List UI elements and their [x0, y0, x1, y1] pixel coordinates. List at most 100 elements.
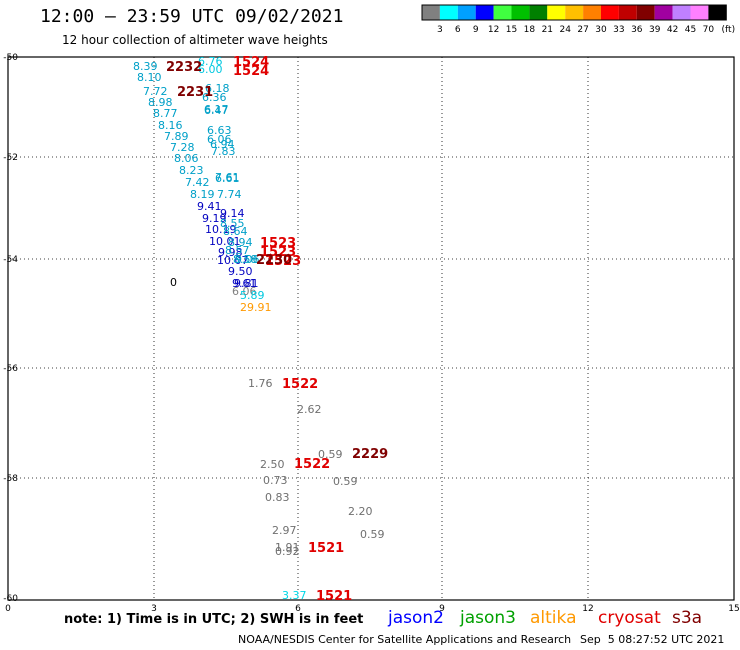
pass-time-label: 1523: [260, 236, 296, 251]
wave-height-value: 0.73: [263, 474, 288, 487]
x-tick-label: 9: [439, 604, 445, 614]
footer-timestamp: Sep 5 08:27:52 UTC 2021: [580, 633, 725, 646]
x-tick-label: 12: [582, 604, 593, 614]
x-tick-label: 3: [151, 604, 157, 614]
wave-height-value: 8.06: [174, 152, 199, 165]
wave-height-value: 7.83: [211, 145, 236, 158]
colorbar-tick-label: 6: [455, 25, 461, 35]
wave-height-value: 8.19: [190, 188, 215, 201]
wave-height-value: 7.89: [164, 130, 189, 143]
colorbar-tick-label: 3: [437, 25, 443, 35]
pass-time-label: 1521: [316, 589, 352, 604]
x-tick-label: 0: [5, 604, 11, 614]
colorbar-tick-label: 30: [595, 25, 607, 35]
colorbar-swatch: [493, 5, 512, 20]
color-legend: 3 6 9 12 15 18 21 24 27 30 33 36 39 42 45 70 (ft): [421, 4, 736, 35]
colorbar-tick-label: 21: [542, 25, 553, 35]
wave-height-value: 9.06: [235, 253, 260, 266]
wave-height-value: 9.19: [202, 212, 227, 225]
colorbar-unit: (ft): [722, 25, 736, 35]
mission-label-jason2: jason2: [388, 608, 444, 628]
wave-height-value: 8.23: [179, 164, 204, 177]
colorbar-tick-label: 15: [506, 25, 517, 35]
wave-height-value: 8.39: [133, 60, 158, 73]
x-tick-label: 15: [728, 604, 739, 614]
y-tick-label: -52: [3, 153, 18, 163]
colorbar-swatch: [475, 5, 494, 20]
colorbar-swatch: [439, 5, 458, 20]
wave-height-value: 8.98: [148, 96, 173, 109]
wave-height-value: 1.76: [248, 377, 273, 390]
colorbar-tick-label: 70: [703, 25, 715, 35]
wave-height-value: 10.19: [205, 223, 237, 236]
wave-height-value: 2.62: [297, 403, 322, 416]
pass-time-label: 1524: [233, 64, 269, 79]
pass-time-label: 1523: [265, 254, 301, 269]
wave-height-value: 7.28: [170, 141, 195, 154]
map-frame: [7, 56, 735, 601]
colorbar-swatch: [457, 5, 476, 20]
wave-height-value: 6.63: [207, 124, 232, 137]
wave-height-value: 6.36: [202, 91, 227, 104]
wave-height-value: 8.94: [228, 236, 253, 249]
pass-time-label: 2230: [256, 253, 292, 268]
colorbar-swatch: [601, 5, 619, 20]
wave-height-value: 3.37: [282, 589, 307, 602]
colorbar-tick-label: 45: [685, 25, 696, 35]
wave-height-value: 5.89: [240, 289, 265, 302]
wave-height-value: 2.20: [348, 505, 373, 518]
colorbar-swatch: [565, 5, 584, 20]
pass-time-label: 1523: [260, 245, 296, 260]
wave-height-value: 8.77: [153, 107, 178, 120]
pass-time-label: 2231: [177, 85, 213, 100]
colorbar-swatch: [511, 5, 530, 20]
y-tick-label: -58: [3, 474, 18, 484]
wave-height-value: 9.50: [228, 265, 253, 278]
wave-height-value: 8.58: [233, 253, 258, 266]
colorbar-tick-label: 27: [577, 25, 588, 35]
wave-height-value: 1.91: [275, 541, 300, 554]
pass-time-label: 1524: [233, 55, 269, 70]
colorbar-swatch: [690, 5, 709, 20]
wave-height-value: 7.72: [143, 85, 168, 98]
y-tick-label: -60: [3, 594, 18, 604]
pass-time-label: 2229: [352, 447, 388, 462]
wave-height-value: 0.92: [275, 545, 300, 558]
wave-height-value: 9.98: [218, 246, 243, 259]
colorbar-swatch: [583, 5, 601, 20]
mission-label-altika: altika: [530, 608, 577, 628]
y-tick-label: -54: [3, 255, 18, 265]
wave-height-value: 7.42: [185, 176, 210, 189]
colorbar-tick-label: 36: [631, 25, 643, 35]
colorbar-tick-label: 39: [649, 25, 661, 35]
wave-height-value: 9.14: [220, 207, 245, 220]
wave-height-value: 29.91: [240, 301, 272, 314]
x-tick-label: 6: [295, 604, 301, 614]
colorbar-tick-label: 42: [667, 25, 678, 35]
wave-height-value: 0.83: [265, 491, 290, 504]
colorbar-swatch: [422, 5, 440, 20]
wave-height-value: 8.57: [225, 244, 250, 257]
colorbar-tick-label: 18: [524, 25, 536, 35]
wave-height-value: 8.64: [223, 225, 248, 238]
wave-height-value: 0.59: [318, 448, 343, 461]
wave-height-value: 0.59: [360, 528, 385, 541]
wave-height-value: 10.01: [209, 235, 241, 248]
wave-height-value: 7.61: [215, 171, 240, 184]
note-text: note: 1) Time is in UTC; 2) SWH is in fe…: [64, 612, 364, 627]
wave-height-value: 6.76: [198, 55, 223, 68]
page-subtitle: 12 hour collection of altimeter wave hei…: [62, 33, 328, 47]
colorbar-swatch: [547, 5, 566, 20]
mission-label-jason3: jason3: [460, 608, 516, 628]
mission-label-s3a: s3a: [672, 608, 703, 628]
colorbar-tick-label: 24: [559, 25, 571, 35]
colorbar-tick-label: 9: [473, 25, 479, 35]
wave-height-value: 6.61: [215, 172, 240, 185]
wave-height-value: 2.97: [272, 524, 297, 537]
colorbar-swatch: [636, 5, 655, 20]
wave-height-value: 2.50: [260, 458, 285, 471]
y-tick-label: -56: [3, 364, 18, 374]
wave-height-value: 7.74: [217, 188, 242, 201]
wave-height-value: 6.18: [205, 82, 230, 95]
